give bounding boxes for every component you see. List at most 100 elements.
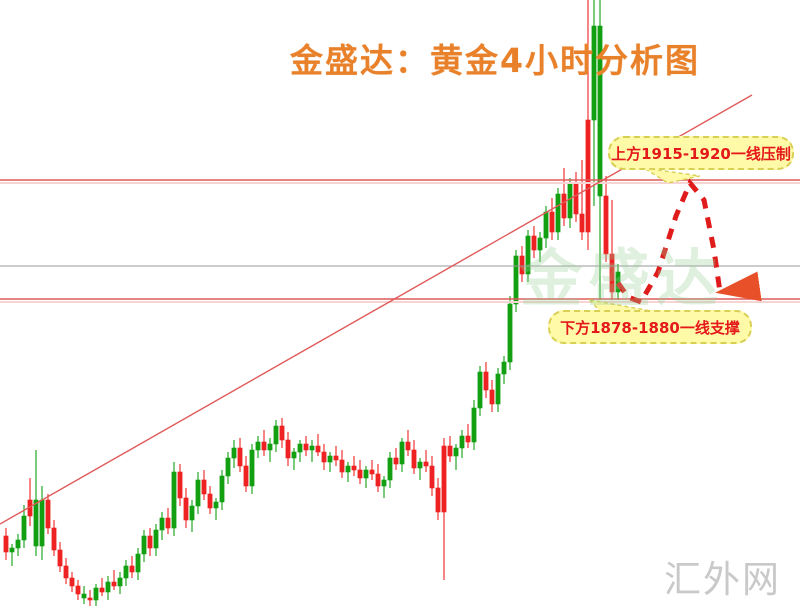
candle <box>549 198 555 240</box>
candle <box>81 586 87 604</box>
candle <box>9 544 15 566</box>
candle <box>243 456 249 492</box>
candle <box>93 584 99 606</box>
candle <box>135 548 141 580</box>
candle <box>141 530 147 562</box>
candle <box>405 430 411 456</box>
candle <box>153 524 159 556</box>
candle <box>27 478 33 526</box>
candle <box>297 440 303 462</box>
candle <box>321 444 327 470</box>
candle <box>123 560 129 586</box>
candle <box>357 460 363 484</box>
candle <box>351 456 357 476</box>
candle <box>369 460 375 480</box>
candle <box>465 424 471 448</box>
candle <box>489 380 495 412</box>
candle <box>303 436 309 456</box>
candle <box>111 570 117 590</box>
candle <box>51 520 57 556</box>
candle <box>435 478 441 520</box>
candle <box>267 438 273 462</box>
candle <box>201 470 207 500</box>
candle <box>333 446 339 466</box>
candle <box>165 508 171 534</box>
candle <box>555 188 561 240</box>
candle <box>183 488 189 528</box>
candle <box>285 432 291 466</box>
candle <box>237 438 243 472</box>
candle <box>213 498 219 520</box>
candle <box>57 542 63 572</box>
candle <box>423 450 429 472</box>
support-annotation-callout: 下方1878-1880一线支撑 <box>548 310 752 344</box>
candle <box>309 440 315 462</box>
candle <box>561 168 567 226</box>
candle <box>597 0 603 300</box>
horizontal-level-lines <box>0 179 800 303</box>
candle <box>105 576 111 600</box>
candle <box>591 0 597 206</box>
candlestick-series <box>3 0 621 606</box>
candle <box>147 528 153 556</box>
candle <box>69 572 75 592</box>
candle <box>393 448 399 470</box>
candle <box>441 438 447 580</box>
candle <box>525 230 531 282</box>
candle <box>117 572 123 594</box>
candle <box>471 400 477 450</box>
candle <box>375 464 381 492</box>
candle <box>603 176 609 262</box>
candle <box>249 444 255 494</box>
candle <box>579 160 585 240</box>
candle <box>381 476 387 498</box>
candle <box>261 430 267 456</box>
resistance-annotation-callout: 上方1915-1920一线压制 <box>608 136 794 170</box>
candle <box>279 418 285 448</box>
page-title: 金盛达：黄金4小时分析图 <box>290 41 700 80</box>
candle <box>609 200 615 300</box>
candle <box>507 296 513 370</box>
candle <box>429 456 435 496</box>
candle <box>225 452 231 484</box>
candle <box>255 436 261 458</box>
resistance-callout-tail <box>643 167 701 184</box>
candle <box>291 448 297 470</box>
candle <box>519 246 525 282</box>
candle <box>273 420 279 452</box>
candle <box>15 534 21 556</box>
candle <box>459 430 465 458</box>
candle <box>567 178 573 228</box>
candle <box>45 494 51 534</box>
candle <box>495 368 501 412</box>
candle <box>483 362 489 398</box>
candle <box>585 0 591 250</box>
candle <box>207 486 213 514</box>
candle <box>21 505 27 548</box>
candle <box>99 578 105 596</box>
candle <box>417 458 423 480</box>
candle <box>453 444 459 470</box>
candle <box>189 500 195 532</box>
candle <box>219 470 225 510</box>
candle <box>231 440 237 468</box>
candle <box>345 462 351 482</box>
candle <box>477 366 483 416</box>
forecast-curve <box>615 178 762 306</box>
candle <box>177 464 183 506</box>
candle <box>195 472 201 514</box>
candle <box>363 466 369 488</box>
candle <box>159 512 165 540</box>
candle <box>531 226 537 258</box>
candle <box>399 438 405 472</box>
candle <box>39 486 45 560</box>
candle <box>501 356 507 384</box>
candle <box>315 434 321 456</box>
candle <box>87 590 93 606</box>
candle <box>447 436 453 462</box>
candle <box>411 440 417 474</box>
candle <box>63 558 69 584</box>
candle <box>537 232 543 262</box>
candle <box>339 450 345 478</box>
